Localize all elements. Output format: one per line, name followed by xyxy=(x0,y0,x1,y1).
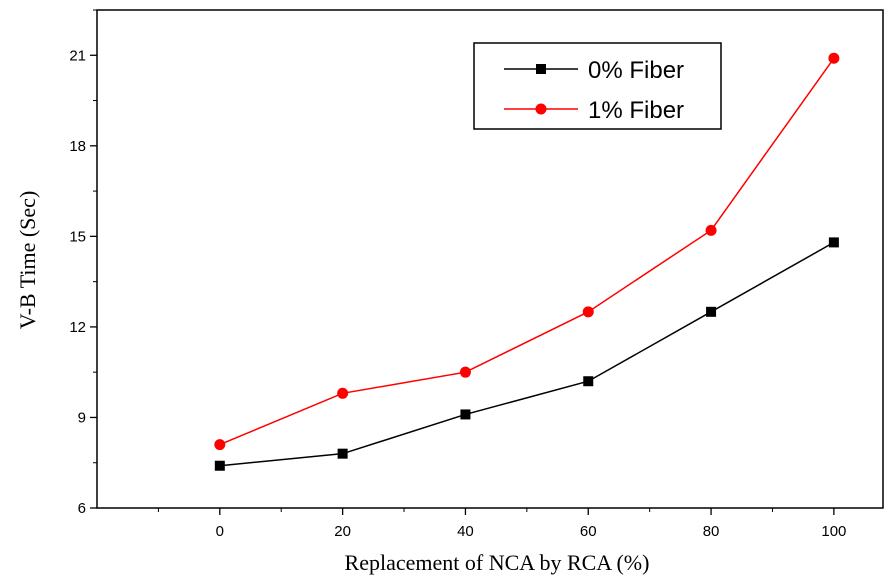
data-point xyxy=(828,237,839,248)
series-1 xyxy=(214,237,839,471)
legend: 0% Fiber 1% Fiber xyxy=(473,42,722,130)
legend-box xyxy=(473,42,722,130)
series-layer xyxy=(214,52,840,471)
data-point xyxy=(214,460,225,471)
x-tick-label: 80 xyxy=(703,523,720,540)
y-tick-label: 18 xyxy=(69,138,86,155)
axis-ticks: 0 20 40 60 80 100 6 9 12 15 18 21 xyxy=(69,9,846,540)
data-point xyxy=(582,306,594,318)
legend-item: 1% Fiber xyxy=(504,97,684,124)
y-tick-label: 15 xyxy=(69,228,86,245)
data-point xyxy=(706,306,717,317)
x-tick-label: 100 xyxy=(821,523,846,540)
x-tick-label: 40 xyxy=(457,523,474,540)
data-point xyxy=(705,224,717,236)
data-point xyxy=(828,52,840,64)
legend-items: 0% Fiber 1% Fiber xyxy=(504,57,684,124)
series-line xyxy=(219,57,835,446)
y-tick-label: 9 xyxy=(78,409,86,426)
y-tick-label: 12 xyxy=(69,319,86,336)
x-tick-label: 0 xyxy=(216,523,224,540)
x-tick-label: 60 xyxy=(580,523,597,540)
data-point xyxy=(337,387,349,399)
y-tick-label: 21 xyxy=(69,47,86,64)
data-point xyxy=(460,409,471,420)
data-point xyxy=(337,448,348,459)
x-axis-title: Replacement of NCA by RCA (%) xyxy=(345,550,650,575)
legend-marker xyxy=(536,64,546,74)
data-point xyxy=(214,439,226,451)
legend-marker xyxy=(535,103,547,115)
y-axis-title: V-B Time (Sec) xyxy=(15,191,40,330)
legend-label: 1% Fiber xyxy=(588,97,684,124)
plot-frame xyxy=(96,9,884,509)
series-line xyxy=(219,241,835,467)
data-point xyxy=(583,376,594,387)
series-2 xyxy=(214,52,840,451)
legend-label: 0% Fiber xyxy=(588,57,684,84)
legend-item: 0% Fiber xyxy=(504,57,684,84)
y-tick-label: 6 xyxy=(78,500,86,517)
x-tick-label: 20 xyxy=(334,523,351,540)
data-point xyxy=(459,366,471,378)
